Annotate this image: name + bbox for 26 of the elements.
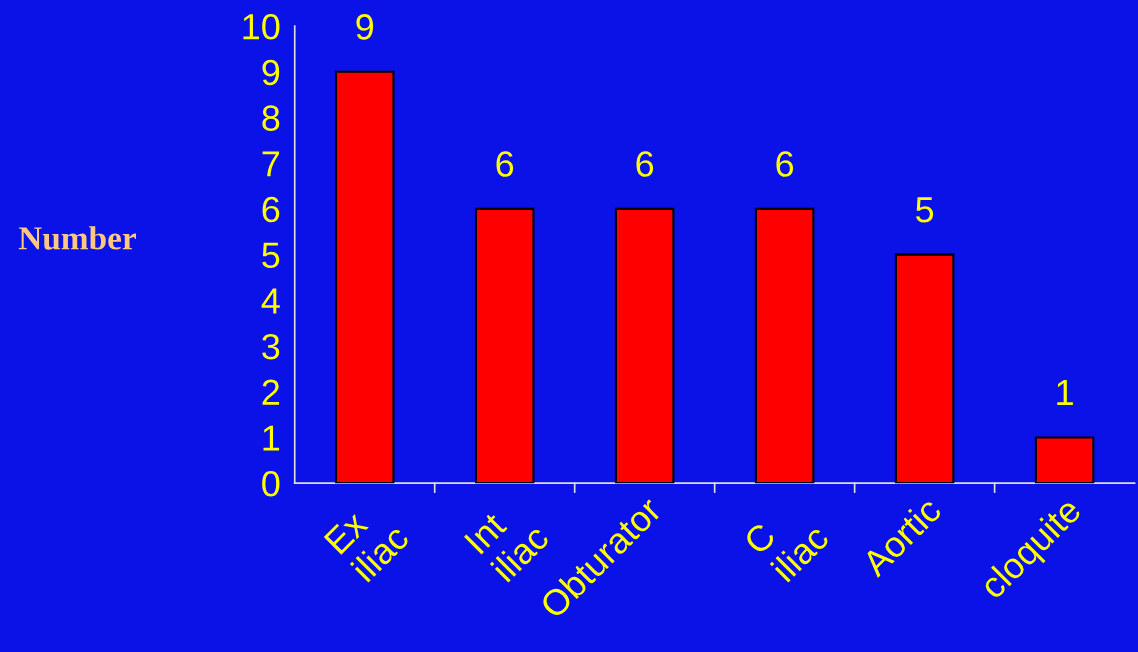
y-axis-title: Number bbox=[18, 226, 136, 250]
y-tick-label: 10 bbox=[243, 13, 280, 40]
data-label: 1 bbox=[1057, 380, 1073, 405]
data-label: 6 bbox=[496, 151, 514, 177]
y-tick-label: 7 bbox=[262, 151, 280, 177]
y-tick-label: 0 bbox=[262, 471, 280, 497]
bar bbox=[334, 70, 395, 484]
data-label: 6 bbox=[636, 151, 654, 177]
bar bbox=[754, 207, 815, 484]
y-tick-label: 4 bbox=[261, 288, 280, 314]
y-tick-label: 5 bbox=[262, 242, 280, 269]
y-tick-label: 6 bbox=[262, 196, 280, 223]
y-tick-label: 3 bbox=[262, 333, 280, 360]
x-tick-label: C iliac bbox=[742, 521, 831, 583]
data-label: 6 bbox=[776, 151, 794, 177]
bar bbox=[1034, 436, 1095, 484]
y-tick-label: 1 bbox=[263, 425, 280, 451]
bar bbox=[894, 253, 955, 484]
y-tick-label: 2 bbox=[262, 379, 280, 405]
bar bbox=[614, 207, 675, 484]
bar bbox=[474, 207, 535, 484]
y-tick-label: 8 bbox=[262, 105, 280, 131]
data-label: 9 bbox=[356, 14, 374, 40]
x-tick-label: Ex iliac bbox=[323, 509, 411, 583]
data-label: 5 bbox=[916, 197, 934, 223]
y-tick-label: 9 bbox=[262, 59, 280, 86]
